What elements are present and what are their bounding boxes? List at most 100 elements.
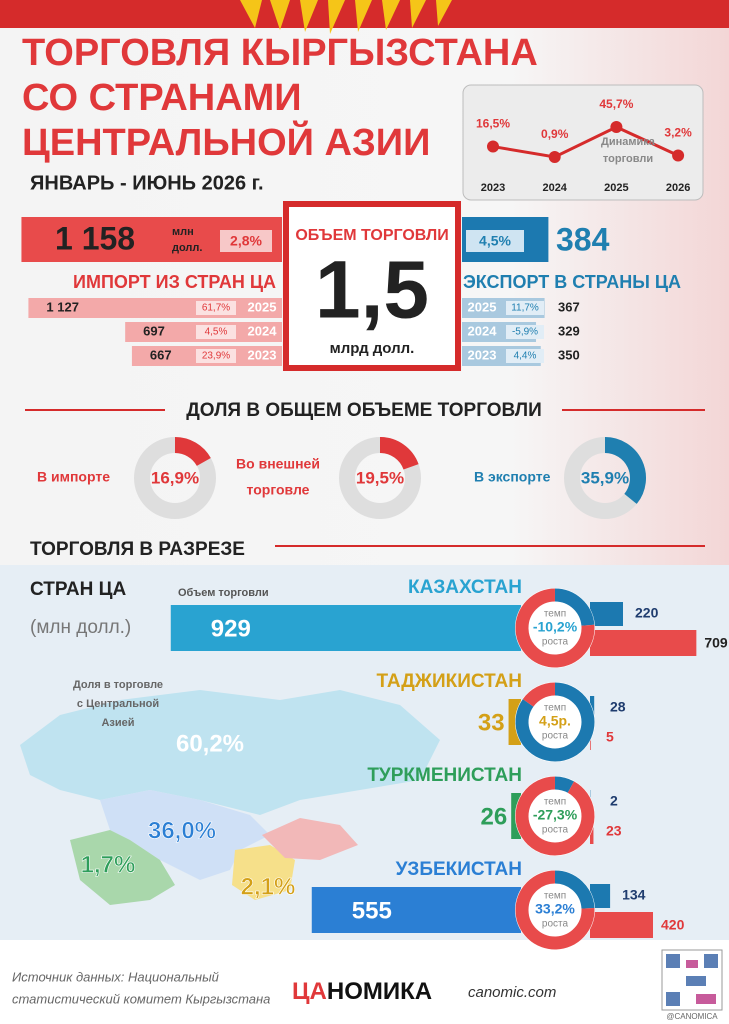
logo-part: ЦА (292, 978, 327, 1005)
countries-title: СТРАН ЦА (30, 579, 126, 600)
country-growth: 4,5р. (539, 713, 571, 729)
country-import: 709 (704, 635, 728, 651)
title: ТОРГОВЛЯ КЫРГЫЗСТАНА (22, 32, 538, 74)
import-history-growth: 23,9% (202, 351, 230, 362)
export-history-growth: -5,9% (512, 327, 538, 338)
growth-word: темп (544, 703, 566, 714)
dynamics-label: Динамика (601, 136, 656, 148)
country-donut-import (522, 682, 556, 707)
map-kyrgyzstan (262, 818, 358, 860)
map-label: Азией (101, 717, 134, 729)
import-value: 1 158 (55, 220, 135, 256)
country-donut-export (515, 682, 595, 762)
map-turkmenistan (70, 830, 175, 905)
logo-part: НОМИКА (327, 978, 432, 1005)
country-donut-export (554, 588, 595, 627)
country-total: 929 (211, 615, 251, 642)
country-export-bar (590, 602, 623, 626)
dynamics-year: 2023 (481, 182, 505, 194)
country-name: КАЗАХСТАН (408, 577, 522, 598)
country-import: 420 (661, 917, 685, 933)
country-total-bar (170, 605, 521, 651)
donut-arc (604, 437, 646, 504)
donut-label: В импорте (37, 469, 110, 485)
export-history-year: 2025 (468, 299, 497, 314)
growth-box (196, 349, 236, 363)
dynamics-point (487, 140, 499, 153)
title: СО СТРАНАМИ (22, 77, 302, 119)
country-total: 555 (352, 897, 392, 924)
export-history-growth: 11,7% (511, 303, 539, 314)
country-name: УЗБЕКИСТАН (396, 859, 522, 880)
map-kazakhstan (20, 690, 440, 815)
country-growth: 33,2% (535, 901, 575, 917)
import-history-value: 667 (150, 347, 172, 362)
map-uzbekistan (100, 790, 270, 880)
dynamics-value: 3,2% (664, 126, 692, 140)
export-label: ЭКСПОРТ В СТРАНЫ ЦА (463, 272, 681, 292)
countries-title: ТОРГОВЛЯ В РАЗРЕЗЕ (30, 539, 245, 560)
map-share: 1,7% (81, 851, 136, 878)
map-share: 60,2% (176, 730, 244, 757)
country-name: ТУРКМЕНИСТАН (367, 765, 522, 786)
export-history-year: 2023 (468, 347, 497, 362)
growth-box (220, 230, 272, 252)
map-label: с Центральной (77, 698, 159, 710)
dynamics-point (548, 151, 561, 163)
country-import: 5 (606, 729, 614, 745)
export-history-year: 2024 (468, 323, 498, 338)
period: ЯНВАРЬ - ИЮНЬ 2026 г. (30, 172, 264, 194)
import-growth: 2,8% (230, 233, 262, 249)
donut-value: 19,5% (356, 468, 404, 487)
country-growth: -27,3% (533, 807, 578, 823)
dynamics-point (672, 149, 685, 162)
share-title: ДОЛЯ В ОБЩЕМ ОБЪЕМЕ ТОРГОВЛИ (186, 400, 542, 421)
growth-word: роста (542, 731, 569, 742)
flag-sun (240, 0, 452, 34)
handle: @CANOMICA (666, 1012, 718, 1021)
logo: ЦАНОМИКА (292, 978, 432, 1005)
export-history-value: 329 (558, 323, 580, 338)
country-total: 33 (478, 709, 505, 736)
dynamics-line (492, 125, 679, 159)
countries-unit: (млн долл.) (30, 617, 131, 638)
country-growth: -10,2% (533, 619, 578, 635)
country-export: 2 (610, 793, 618, 809)
country-donut-import (515, 870, 595, 950)
import-history-value: 697 (143, 323, 165, 338)
dynamics-label: торговли (603, 153, 653, 165)
dynamics-point (610, 121, 623, 133)
total-label: ОБЪЕМ ТОРГОВЛИ (295, 227, 448, 244)
map-label: Доля в торговле (73, 679, 163, 691)
growth-box (196, 325, 236, 339)
source: статистический комитет Кыргызстана (12, 991, 270, 1006)
growth-word: роста (542, 637, 569, 648)
qr-code (661, 949, 723, 1011)
import-history-value: 1 127 (46, 299, 79, 314)
growth-word: темп (544, 891, 566, 902)
growth-box (196, 301, 236, 315)
growth-box (466, 230, 524, 252)
growth-word: темп (544, 797, 566, 808)
total-value: 1,5 (315, 245, 429, 336)
total-box (283, 201, 461, 371)
dynamics-year: 2026 (666, 182, 690, 194)
import-label: ИМПОРТ ИЗ СТРАН ЦА (73, 272, 276, 292)
growth-word: роста (542, 825, 569, 836)
dynamics-year: 2024 (542, 182, 567, 194)
growth-word: роста (542, 919, 569, 930)
site: canomic.com (468, 984, 556, 1001)
growth-box (506, 325, 544, 339)
map-share: 2,1% (241, 873, 296, 900)
export-history-value: 350 (558, 347, 580, 362)
dynamics-year: 2025 (604, 182, 628, 194)
country-donut-import (515, 588, 595, 668)
import-history-year: 2023 (248, 347, 277, 362)
country-total-bar (311, 887, 521, 933)
growth-box (506, 349, 544, 363)
volume-label: Объем торговли (178, 587, 269, 599)
import-unit: млн (172, 226, 194, 238)
country-donut-import (515, 776, 595, 856)
